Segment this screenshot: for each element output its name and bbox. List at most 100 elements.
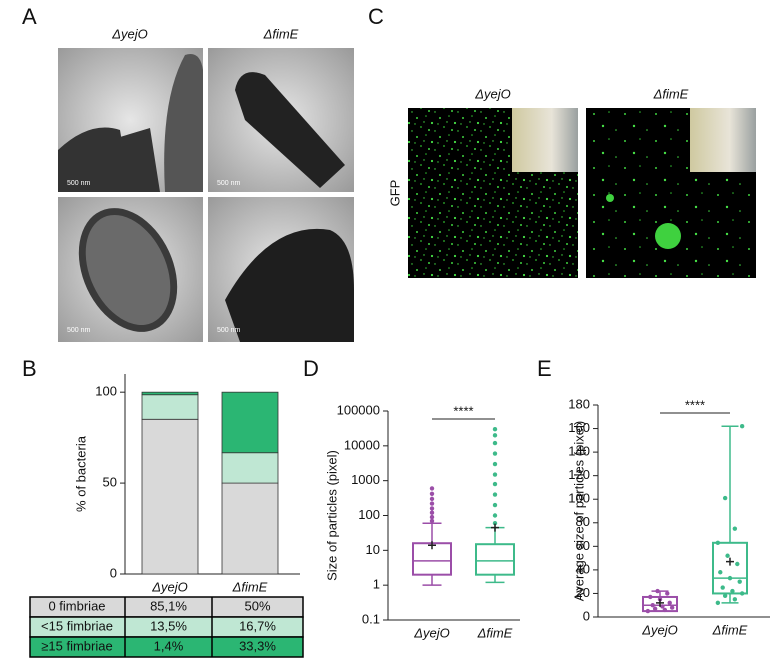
- x-tick-label: ΔyejO: [413, 625, 449, 640]
- cell-shape: [58, 127, 160, 192]
- data-point: [492, 521, 498, 526]
- data-point: [492, 513, 498, 518]
- column-label: ΔyejO: [474, 86, 510, 101]
- panel-label: D: [303, 356, 319, 381]
- data-point: [429, 506, 435, 511]
- aggregate: [655, 223, 681, 249]
- data-point: [492, 481, 498, 487]
- x-tick-label: ΔfimE: [232, 579, 268, 594]
- y-tick-label: 1: [373, 577, 380, 592]
- panel-label: B: [22, 356, 37, 381]
- y-tick-label: 0.1: [362, 611, 380, 626]
- y-tick-label: 10000: [344, 437, 380, 452]
- data-point: [492, 472, 498, 477]
- y-tick-label: 20: [576, 585, 590, 600]
- data-point: [739, 424, 745, 429]
- y-tick-label: 50: [103, 475, 117, 490]
- data-point: [429, 518, 435, 524]
- y-tick-label: 0: [110, 565, 117, 580]
- data-point: [722, 593, 728, 598]
- data-point: [492, 461, 498, 467]
- table-row: [29, 636, 304, 658]
- table-row-label: <15 fimbriae: [41, 618, 113, 633]
- channel-label: GFP: [387, 180, 402, 207]
- data-point: [429, 496, 435, 502]
- box: [642, 595, 678, 613]
- data-point: [665, 591, 670, 596]
- x-tick-label: ΔfimE: [712, 622, 748, 637]
- data-point: [429, 501, 435, 506]
- data-point: [492, 492, 498, 497]
- data-point: [720, 585, 725, 590]
- bar-segment: [221, 391, 279, 454]
- panel-label: E: [537, 356, 552, 381]
- bar-segment: [221, 452, 279, 484]
- mean-marker: [726, 557, 734, 566]
- significance-label: ****: [453, 403, 473, 418]
- column-label: ΔfimE: [653, 86, 689, 101]
- panel-a: ΔyejO ΔfimE 500 nm 500 nm 500 nm 500 nm: [58, 26, 354, 342]
- column-label: ΔfimE: [263, 26, 299, 41]
- table-row-label: ≥15 fimbriae: [41, 638, 112, 653]
- panel-c: ΔyejO ΔfimE GFP: [387, 86, 756, 278]
- table-cell: 33,3%: [239, 638, 276, 653]
- cell-shape: [164, 54, 203, 192]
- cell-shape: [225, 228, 354, 342]
- bar-segment: [221, 482, 279, 575]
- y-tick-label: 100000: [337, 402, 380, 417]
- y-tick-label: 120: [568, 467, 590, 482]
- y-tick-label: 180: [568, 396, 590, 411]
- y-tick-label: 140: [568, 444, 590, 459]
- table-cell: 1,4%: [154, 638, 184, 653]
- scale-bar-label: 500 nm: [217, 327, 241, 334]
- table-cell: 85,1%: [150, 598, 187, 613]
- box: [712, 541, 748, 595]
- data-point: [492, 451, 498, 456]
- data-point: [667, 600, 672, 606]
- box: [475, 543, 515, 576]
- y-tick-label: 100: [95, 384, 117, 399]
- y-axis-label: Size of particles (pixel): [324, 450, 339, 581]
- x-tick-label: ΔfimE: [477, 625, 513, 640]
- panel-label: A: [22, 4, 37, 29]
- mean-marker: [656, 598, 664, 607]
- data-point: [652, 606, 658, 611]
- y-axis-label: Average size of particles (pixel): [571, 421, 586, 601]
- aggregate: [606, 194, 614, 202]
- y-tick-label: 100: [568, 491, 590, 506]
- table-cell: 13,5%: [150, 618, 187, 633]
- mean-marker: [491, 523, 499, 532]
- data-point: [725, 553, 730, 558]
- cell-shape: [85, 215, 171, 325]
- data-point: [429, 514, 435, 520]
- data-point: [492, 502, 498, 508]
- y-tick-label: 40: [576, 561, 590, 576]
- mean-marker: [428, 541, 436, 550]
- scale-bar-label: 500 nm: [217, 180, 241, 187]
- data-point: [429, 486, 435, 491]
- y-tick-label: 80: [576, 514, 590, 529]
- panel-labels: A B C D E: [22, 4, 552, 381]
- scale-bar-label: 500 nm: [67, 180, 91, 187]
- y-tick-label: 160: [568, 420, 590, 435]
- data-point: [735, 561, 740, 567]
- y-axis-label: % of bacteria: [73, 435, 88, 512]
- bar-segment: [141, 394, 199, 420]
- y-tick-label: 100: [358, 507, 380, 522]
- data-point: [730, 588, 735, 594]
- data-point: [492, 440, 498, 446]
- table-cell: 50%: [244, 598, 270, 613]
- cell-shape: [235, 72, 345, 188]
- x-tick-label: ΔyejO: [151, 579, 187, 594]
- data-point: [669, 605, 675, 610]
- significance-label: ****: [685, 397, 705, 412]
- data-point: [732, 526, 738, 531]
- table-row-label: 0 fimbriae: [48, 598, 105, 613]
- data-point: [722, 495, 728, 501]
- data-point: [492, 427, 498, 432]
- bar-segment: [141, 418, 199, 575]
- y-tick-label: 10: [366, 542, 380, 557]
- y-tick-label: 0: [583, 608, 590, 623]
- data-point: [718, 570, 723, 575]
